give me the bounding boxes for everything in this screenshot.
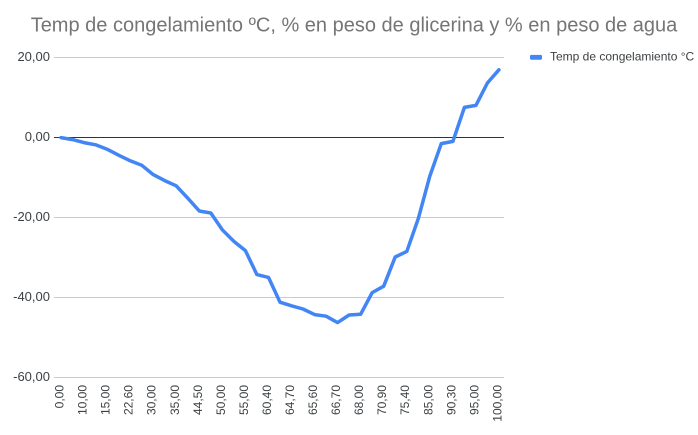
svg-text:60,40: 60,40 [260,385,274,415]
svg-text:15,00: 15,00 [99,385,113,415]
svg-text:55,00: 55,00 [237,385,251,415]
svg-text:44,50: 44,50 [191,385,205,415]
svg-text:22,60: 22,60 [122,385,136,415]
svg-text:0,00: 0,00 [25,129,50,144]
svg-text:30,00: 30,00 [145,385,159,415]
svg-text:-60,00: -60,00 [13,369,50,384]
svg-text:0,00: 0,00 [53,385,67,409]
svg-text:75,40: 75,40 [398,385,412,415]
svg-text:-20,00: -20,00 [13,209,50,224]
svg-text:10,00: 10,00 [76,385,90,415]
svg-text:-40,00: -40,00 [13,289,50,304]
svg-text:66,70: 66,70 [329,385,343,415]
svg-text:20,00: 20,00 [17,49,50,64]
svg-text:70,90: 70,90 [375,385,389,415]
svg-text:68,00: 68,00 [352,385,366,415]
svg-text:85,00: 85,00 [421,385,435,415]
svg-text:65,60: 65,60 [306,385,320,415]
svg-text:64,70: 64,70 [283,385,297,415]
svg-text:100,00: 100,00 [490,385,504,422]
svg-text:50,00: 50,00 [214,385,228,415]
svg-text:Temp de congelamiento °C: Temp de congelamiento °C [550,50,695,64]
svg-text:Temp de congelamiento ºC, % en: Temp de congelamiento ºC, % en peso de g… [31,15,678,37]
svg-text:95,00: 95,00 [467,385,481,415]
svg-text:90,30: 90,30 [444,385,458,415]
svg-text:35,00: 35,00 [168,385,182,415]
